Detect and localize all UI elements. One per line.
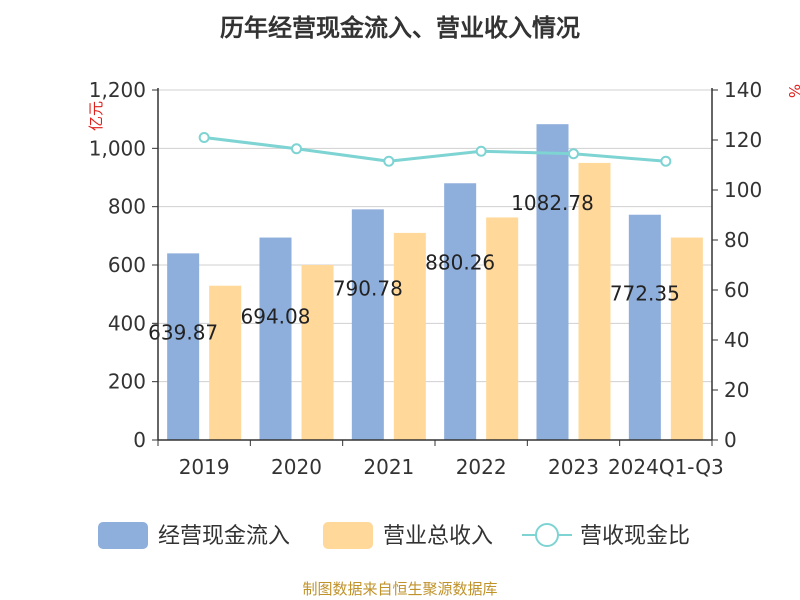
left-tick-label: 0 bbox=[133, 428, 146, 452]
x-tick-label: 2021 bbox=[363, 455, 414, 479]
legend-item: 营收现金比 bbox=[522, 523, 690, 549]
revenue-bar bbox=[209, 285, 242, 440]
legend-label: 经营现金流入 bbox=[158, 524, 290, 549]
x-tick-label: 2019 bbox=[179, 455, 230, 479]
cash-inflow-bar bbox=[536, 124, 569, 441]
revenue-bar bbox=[486, 217, 519, 440]
left-tick-label: 800 bbox=[108, 195, 146, 219]
legend-item: 营业总收入 bbox=[323, 522, 493, 549]
ratio-point bbox=[291, 143, 302, 155]
cash-inflow-bar bbox=[351, 209, 384, 440]
right-tick-label: 40 bbox=[724, 328, 749, 352]
grid-lines bbox=[158, 89, 712, 383]
cash-inflow-bar bbox=[444, 183, 477, 440]
x-tick-label: 2023 bbox=[548, 455, 599, 479]
cash-inflow-bar bbox=[628, 214, 661, 440]
data-label: 790.78 bbox=[333, 276, 403, 300]
axes: 0 200 400 600 800 1,000 1,200 0 20 40 60 80 100 120 14… bbox=[89, 78, 762, 479]
ratio-point bbox=[198, 132, 210, 143]
legend-marker bbox=[535, 523, 559, 547]
data-label: 639.87 bbox=[148, 320, 218, 344]
right-tick-label: 100 bbox=[724, 178, 762, 202]
right-tick-label: 0 bbox=[724, 428, 737, 452]
right-tick-label: 140 bbox=[724, 78, 762, 102]
legend-swatch bbox=[98, 522, 148, 549]
data-labels: 639.87 694.08 790.78 880.26 1082.78 772.35 bbox=[148, 191, 680, 344]
chart-title: 历年经营现金流入、营业收入情况 bbox=[220, 14, 580, 42]
right-tick-label: 60 bbox=[724, 278, 749, 302]
revenue-bar bbox=[301, 265, 334, 440]
ratio-point bbox=[568, 148, 579, 160]
ratio-line-path bbox=[203, 136, 666, 163]
revenue-bar bbox=[393, 232, 426, 440]
left-tick-label: 1,200 bbox=[89, 78, 146, 102]
legend-label: 营收现金比 bbox=[580, 524, 690, 549]
cash-inflow-bar bbox=[259, 237, 292, 440]
data-label: 772.35 bbox=[610, 282, 680, 306]
x-tick-label: 2022 bbox=[456, 455, 507, 479]
legend: 经营现金流入 营业总收入 营收现金比 bbox=[98, 522, 690, 549]
x-tick-label: 2024Q1-Q3 bbox=[608, 455, 724, 479]
revenue-bar bbox=[578, 162, 611, 440]
legend-item: 经营现金流入 bbox=[98, 522, 290, 549]
left-tick-label: 400 bbox=[108, 311, 146, 335]
left-tick-label: 600 bbox=[108, 253, 146, 277]
ratio-point bbox=[660, 155, 672, 167]
legend-label: 营业总收入 bbox=[383, 524, 493, 549]
data-label: 880.26 bbox=[425, 250, 495, 274]
cash-inflow-bar bbox=[167, 253, 200, 440]
left-axis-unit: 亿元 bbox=[87, 101, 105, 131]
ratio-line bbox=[198, 132, 672, 167]
source-note: 制图数据来自恒生聚源数据库 bbox=[302, 580, 498, 598]
right-tick-label: 120 bbox=[724, 128, 762, 152]
left-tick-label: 200 bbox=[108, 370, 146, 394]
x-tick-label: 2020 bbox=[271, 455, 322, 479]
left-tick-label: 1,000 bbox=[89, 136, 146, 160]
right-axis-unit: % bbox=[785, 84, 800, 98]
right-tick-label: 20 bbox=[724, 378, 749, 402]
right-tick-label: 80 bbox=[724, 228, 749, 252]
data-label: 1082.78 bbox=[511, 191, 594, 215]
bars bbox=[167, 124, 703, 441]
ratio-point bbox=[383, 155, 395, 167]
data-label: 694.08 bbox=[241, 305, 311, 329]
revenue-bar bbox=[670, 237, 703, 440]
ratio-point bbox=[475, 145, 487, 157]
legend-swatch bbox=[323, 522, 373, 549]
